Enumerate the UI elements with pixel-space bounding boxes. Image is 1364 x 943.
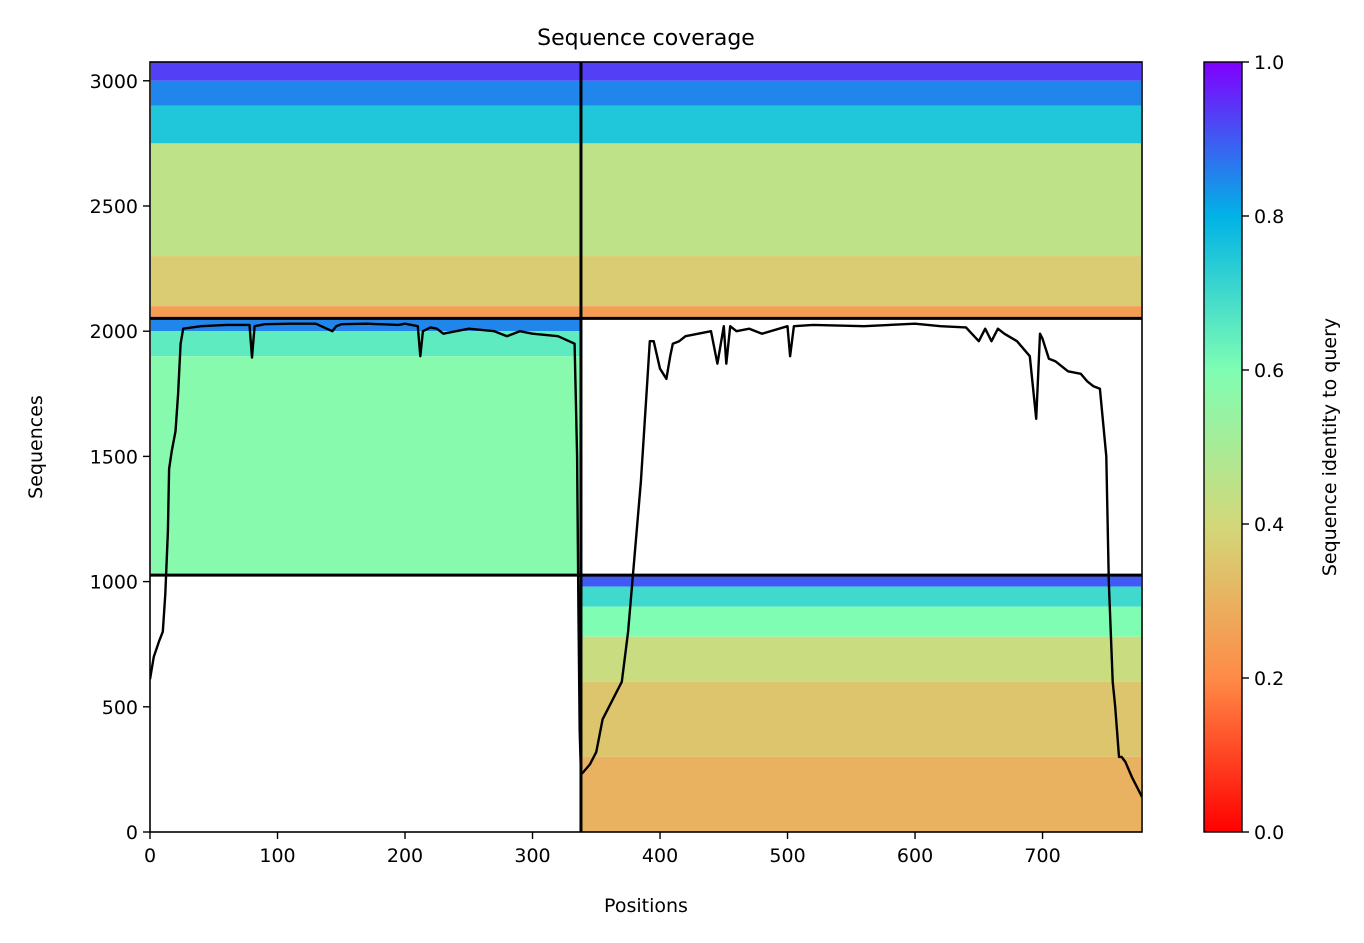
coverage-line-group (150, 322, 1142, 798)
x-tick-label: 700 (1024, 845, 1060, 867)
x-tick-label: 0 (144, 845, 156, 867)
msa-band (581, 586, 1141, 607)
colorbar (1203, 61, 1243, 833)
msa-band (581, 681, 1141, 757)
coverage-line (150, 322, 1142, 798)
chart-title: Sequence coverage (537, 26, 755, 51)
y-tick-label: 2500 (90, 196, 138, 218)
colorbar-tick-label: 0.0 (1254, 822, 1284, 844)
msa-band (581, 80, 1141, 106)
y-tick-label: 500 (102, 697, 138, 719)
msa-block-2 (151, 318, 580, 576)
msa-block-1 (151, 62, 1141, 319)
y-tick-label: 1000 (90, 572, 138, 594)
x-tick-label: 400 (642, 845, 678, 867)
x-tick-label: 100 (259, 845, 295, 867)
msa-band (581, 606, 1141, 637)
msa-band (151, 331, 580, 357)
msa-band (581, 105, 1141, 144)
msa-band (151, 306, 580, 319)
msa-band (581, 756, 1141, 832)
y-tick-label: 2000 (90, 321, 138, 343)
colorbar-ticks: 0.0 0.2 0.4 0.6 0.8 1.0 (1242, 52, 1284, 844)
msa-band (581, 636, 1141, 682)
y-ticks: 0 500 1000 1500 2000 2500 3000 (90, 71, 150, 844)
y-tick-label: 0 (126, 822, 138, 844)
x-tick-label: 600 (897, 845, 933, 867)
y-tick-label: 3000 (90, 71, 138, 93)
msa-band (581, 306, 1141, 319)
msa-band (151, 356, 580, 576)
msa-band (581, 256, 1141, 307)
x-axis-label: Positions (604, 895, 688, 917)
colorbar-tick-label: 0.2 (1254, 668, 1284, 690)
y-tick-label: 1500 (90, 446, 138, 468)
msa-band (581, 143, 1141, 257)
msa-band (151, 105, 580, 144)
x-ticks: 0 100 200 300 400 500 600 700 (144, 832, 1061, 867)
msa-band (151, 62, 580, 81)
msa-band (151, 143, 580, 257)
msa-blocks (151, 62, 1141, 832)
colorbar-tick-label: 0.4 (1254, 514, 1284, 536)
msa-band (151, 80, 580, 106)
msa-band (151, 256, 580, 307)
colorbar-tick-label: 0.6 (1254, 360, 1284, 382)
y-axis-label: Sequences (25, 395, 47, 499)
plot-frame (149, 61, 1143, 833)
msa-band (581, 575, 1141, 587)
chain-boundaries (150, 62, 1142, 832)
x-tick-label: 200 (387, 845, 423, 867)
colorbar-tick-label: 0.8 (1254, 206, 1284, 228)
colorbar-label: Sequence identity to query (1319, 318, 1341, 576)
x-tick-label: 300 (514, 845, 550, 867)
colorbar-tick-label: 1.0 (1254, 52, 1284, 74)
x-tick-label: 500 (769, 845, 805, 867)
msa-band (581, 62, 1141, 81)
msa-block-3 (581, 575, 1141, 832)
